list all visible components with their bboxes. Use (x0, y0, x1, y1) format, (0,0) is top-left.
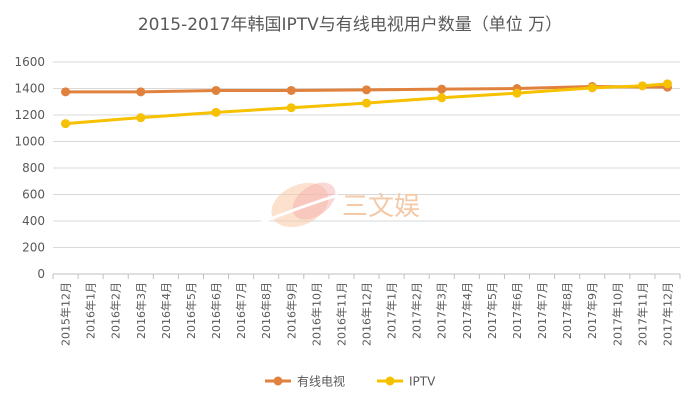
x-tick-label: 2016年9月 (284, 282, 298, 339)
legend-label: IPTV (409, 375, 436, 389)
series-point-0 (136, 87, 146, 97)
x-tick-label: 2017年9月 (585, 282, 599, 339)
watermark-logo-petal (271, 182, 329, 228)
x-tick-label: 2017年5月 (485, 282, 499, 339)
series-point-1 (587, 83, 597, 93)
x-tick-label: 2016年6月 (209, 282, 223, 339)
x-tick-label: 2017年6月 (510, 282, 524, 339)
series-point-1 (286, 103, 296, 113)
series-line-1 (64, 82, 669, 126)
series-point-1 (362, 98, 371, 108)
series-point-1 (512, 88, 522, 98)
series-point-0 (286, 85, 296, 95)
series-point-0 (362, 85, 371, 95)
x-tick-label: 2016年5月 (184, 282, 198, 339)
y-tick-label: 1600 (14, 55, 45, 69)
y-tick-label: 1400 (14, 82, 45, 96)
y-tick-label: 0 (37, 267, 45, 281)
series-point-1 (637, 81, 647, 91)
x-tick-label: 2016年3月 (134, 282, 148, 339)
y-tick-label: 1200 (14, 108, 45, 122)
y-tick-label: 800 (22, 161, 45, 175)
x-tick-label: 2017年1月 (385, 282, 399, 339)
y-tick-label: 400 (22, 214, 45, 228)
x-tick-label: 2017年4月 (460, 282, 474, 339)
x-tick-label: 2017年8月 (560, 282, 574, 339)
y-tick-label: 600 (22, 188, 45, 202)
x-tick-label: 2016年11月 (334, 282, 348, 346)
x-tick-label: 2016年8月 (259, 282, 273, 339)
chart-title: 2015-2017年韩国IPTV与有线电视用户数量（单位 万） (137, 15, 563, 35)
x-tick-label: 2017年7月 (535, 282, 549, 339)
watermark-text: 三文娱 (342, 192, 420, 222)
series-point-1 (136, 113, 146, 123)
watermark-logo-stem (259, 193, 339, 225)
x-tick-label: 2017年10月 (610, 282, 624, 346)
series-point-0 (437, 84, 447, 94)
x-tick-label: 2015年12月 (59, 282, 73, 346)
x-tick-label: 2016年1月 (84, 282, 98, 339)
series-point-0 (61, 87, 71, 97)
x-tick-label: 2016年2月 (109, 282, 123, 339)
y-tick-label: 200 (22, 241, 45, 255)
series-point-1 (437, 93, 447, 103)
legend-label: 有线电视 (297, 374, 345, 389)
series-point-1 (211, 107, 221, 117)
legend-swatch-marker (385, 376, 395, 386)
legend-swatch-marker (273, 376, 283, 386)
series-point-0 (211, 85, 221, 95)
watermark-logo-petal (292, 182, 336, 220)
y-tick-label: 1000 (14, 135, 45, 149)
x-tick-label: 2016年10月 (309, 282, 323, 346)
x-tick-label: 2017年12月 (660, 282, 674, 346)
x-tick-label: 2017年11月 (635, 282, 649, 346)
series-point-1 (61, 119, 71, 129)
x-tick-label: 2017年2月 (410, 282, 424, 339)
series-point-1 (662, 79, 672, 89)
x-tick-label: 2016年4月 (159, 282, 173, 339)
x-tick-label: 2016年7月 (234, 282, 248, 339)
x-tick-label: 2017年3月 (435, 282, 449, 339)
x-tick-label: 2016年12月 (360, 282, 374, 346)
